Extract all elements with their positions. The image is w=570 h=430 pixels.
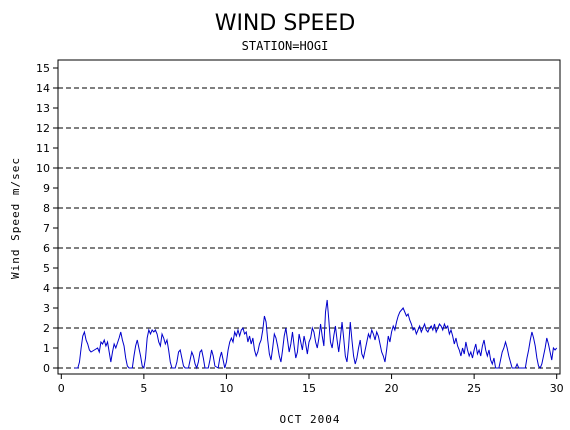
x-tick-label: 10 [219, 382, 233, 395]
plot-frame [57, 59, 561, 375]
x-tick-label: 25 [467, 382, 481, 395]
y-tick-label: 10 [36, 162, 50, 175]
y-tick-label: 1 [43, 342, 50, 355]
series-layer [74, 299, 558, 370]
gridlines [58, 87, 560, 369]
x-tick-label: 15 [302, 382, 316, 395]
y-tick-label: 11 [36, 142, 50, 155]
y-tick-label: 15 [36, 62, 50, 75]
x-tick-label: 30 [550, 382, 564, 395]
x-axis-label: OCT 2004 [280, 413, 341, 426]
y-tick-label: 8 [43, 202, 50, 215]
chart-subtitle: STATION=HOGI [242, 39, 329, 53]
y-tick-label: 13 [36, 102, 50, 115]
chart-title: WIND SPEED [215, 11, 356, 36]
y-tick-label: 6 [43, 242, 50, 255]
y-tick-label: 0 [43, 362, 50, 375]
y-tick-label: 2 [43, 322, 50, 335]
y-tick-label: 5 [43, 262, 50, 275]
x-tick-label: 5 [140, 382, 147, 395]
y-axis-label: Wind Speed m/sec [9, 157, 22, 279]
y-tick-label: 3 [43, 302, 50, 315]
y-tick-label: 14 [36, 82, 50, 95]
y-tick-label: 4 [43, 282, 50, 295]
y-tick-label: 9 [43, 182, 50, 195]
y-tick-label: 7 [43, 222, 50, 235]
x-tick-label: 20 [385, 382, 399, 395]
wind-speed-series-line [74, 299, 558, 370]
x-tick-label: 0 [58, 382, 65, 395]
y-tick-label: 12 [36, 122, 50, 135]
x-axis: 0 5 10 15 20 25 30 [58, 374, 564, 395]
